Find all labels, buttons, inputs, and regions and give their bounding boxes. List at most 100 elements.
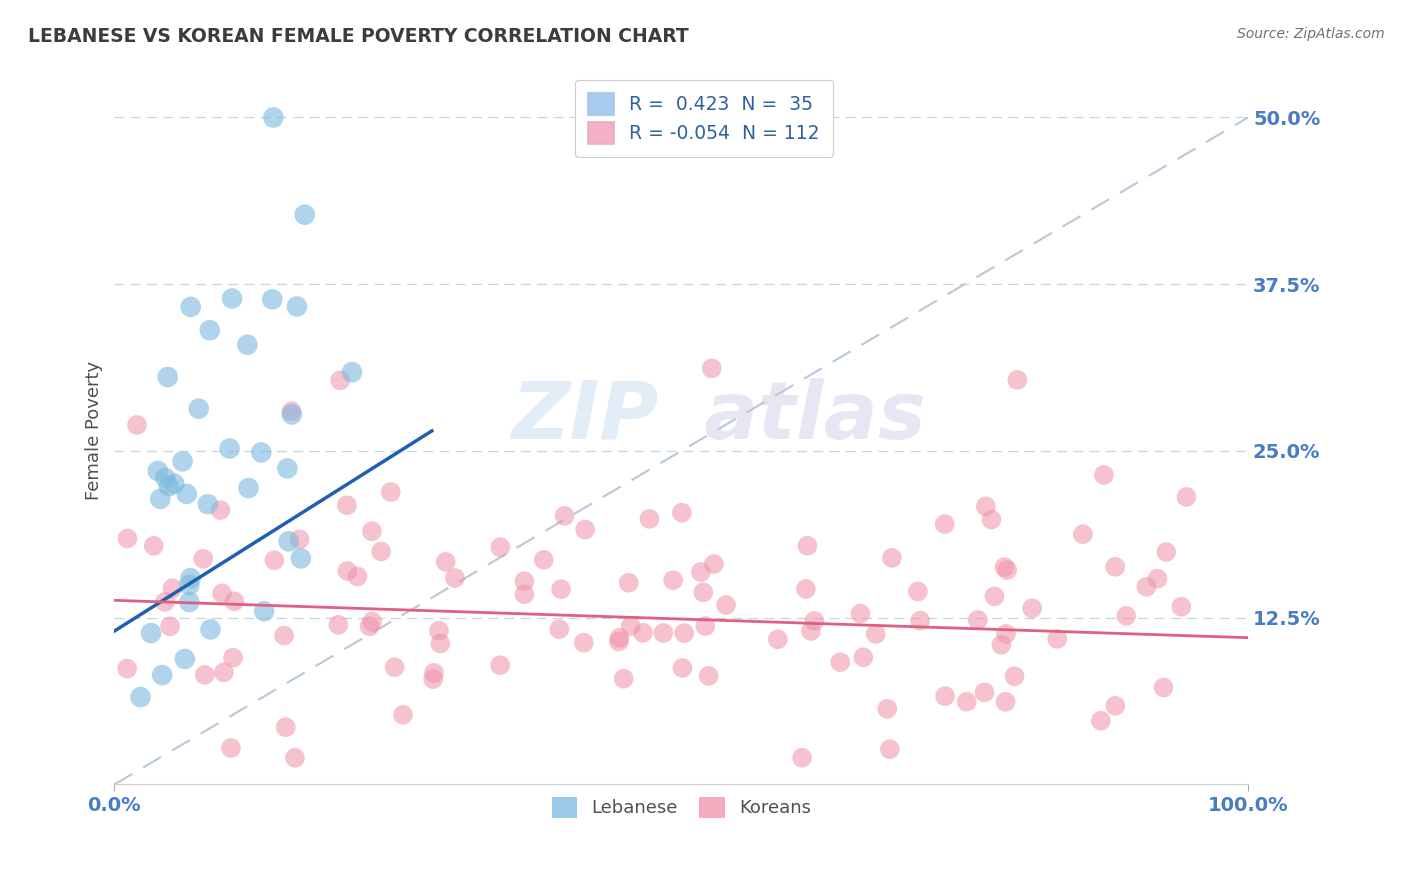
Point — [284, 750, 307, 764]
Point — [156, 370, 179, 384]
Point — [1175, 490, 1198, 504]
Point — [219, 741, 242, 756]
Point — [180, 300, 202, 314]
Point — [638, 512, 661, 526]
Point — [879, 742, 901, 756]
Point — [1071, 527, 1094, 541]
Point — [1146, 572, 1168, 586]
Point — [211, 586, 233, 600]
Point — [766, 632, 789, 647]
Point — [253, 604, 276, 618]
Point — [346, 569, 368, 583]
Point — [281, 408, 304, 422]
Point — [340, 365, 363, 379]
Point — [695, 619, 717, 633]
Point — [852, 650, 875, 665]
Text: ZIP: ZIP — [512, 378, 658, 456]
Point — [1004, 669, 1026, 683]
Point — [429, 636, 451, 650]
Point — [263, 553, 285, 567]
Point — [276, 461, 298, 475]
Point — [236, 338, 259, 352]
Point — [162, 582, 184, 596]
Point — [422, 672, 444, 686]
Point — [200, 623, 222, 637]
Point — [880, 550, 903, 565]
Point — [489, 658, 512, 673]
Point — [489, 540, 512, 554]
Point — [631, 625, 654, 640]
Point — [274, 720, 297, 734]
Point — [993, 560, 1015, 574]
Point — [554, 508, 576, 523]
Point — [197, 497, 219, 511]
Point — [150, 668, 173, 682]
Point — [238, 481, 260, 495]
Point — [359, 619, 381, 633]
Point — [617, 575, 640, 590]
Point — [697, 669, 720, 683]
Point — [444, 571, 467, 585]
Point — [209, 503, 232, 517]
Point — [550, 582, 572, 597]
Text: atlas: atlas — [704, 378, 927, 456]
Point — [907, 584, 929, 599]
Point — [794, 582, 817, 596]
Point — [533, 552, 555, 566]
Point — [1153, 681, 1175, 695]
Point — [153, 595, 176, 609]
Point — [662, 573, 685, 587]
Point — [262, 293, 284, 307]
Point — [336, 564, 359, 578]
Point — [692, 585, 714, 599]
Point — [620, 619, 643, 633]
Point — [973, 685, 995, 699]
Point — [273, 629, 295, 643]
Point — [572, 635, 595, 649]
Point — [803, 614, 825, 628]
Point — [1170, 599, 1192, 614]
Point — [990, 638, 1012, 652]
Point — [198, 323, 221, 337]
Point — [671, 661, 693, 675]
Point — [607, 634, 630, 648]
Point — [1092, 467, 1115, 482]
Point — [117, 532, 139, 546]
Legend: Lebanese, Koreans: Lebanese, Koreans — [544, 789, 818, 825]
Point — [361, 615, 384, 629]
Point — [250, 445, 273, 459]
Point — [224, 594, 246, 608]
Point — [139, 626, 162, 640]
Point — [934, 517, 956, 532]
Point — [689, 565, 711, 579]
Point — [328, 618, 350, 632]
Point — [908, 614, 931, 628]
Point — [280, 404, 302, 418]
Point — [155, 471, 177, 485]
Point — [1135, 580, 1157, 594]
Point — [830, 655, 852, 669]
Point — [1007, 373, 1029, 387]
Y-axis label: Female Poverty: Female Poverty — [86, 361, 103, 500]
Point — [142, 539, 165, 553]
Point — [513, 574, 536, 589]
Point — [336, 498, 359, 512]
Point — [212, 665, 235, 680]
Point — [179, 578, 201, 592]
Point — [548, 622, 571, 636]
Point — [790, 750, 813, 764]
Point — [1154, 545, 1177, 559]
Point — [149, 491, 172, 506]
Point — [361, 524, 384, 539]
Point — [574, 523, 596, 537]
Point — [865, 627, 887, 641]
Point — [703, 557, 725, 571]
Point — [294, 208, 316, 222]
Point — [427, 624, 450, 638]
Point — [288, 533, 311, 547]
Point — [176, 487, 198, 501]
Point — [983, 590, 1005, 604]
Point — [129, 690, 152, 704]
Point — [193, 551, 215, 566]
Point — [995, 627, 1018, 641]
